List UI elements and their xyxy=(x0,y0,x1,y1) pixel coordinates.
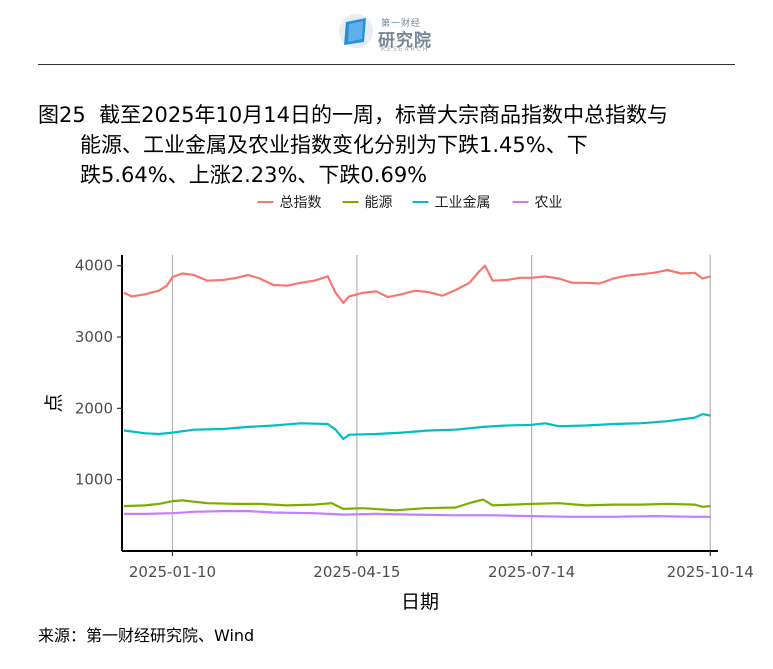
series-line-总指数 xyxy=(123,264,711,304)
legend-label: 能源 xyxy=(365,195,393,211)
chart-axes: 1000 2000 3000 4000 2025-01-10 2025-04-15 2025… xyxy=(75,255,754,581)
series-line-农业 xyxy=(123,510,711,518)
caption-line-3: 跌5.64%、上涨2.23%、下跌0.69% xyxy=(80,163,428,187)
source-note: 来源：第一财经研究院、Wind xyxy=(38,626,255,645)
research-logo: 第一财经 研究院 RESEARCH xyxy=(338,8,438,54)
commodity-index-chart: 总指数 能源 工业金属 农业 1000 2000 3000 4000 2025-01-10 20… xyxy=(43,195,754,613)
chart-series xyxy=(123,264,711,518)
series-line-工业金属 xyxy=(123,413,711,441)
caption-text-1: 截至2025年10月14日的一周，标普大宗商品指数中总指数与 xyxy=(99,103,668,127)
x-tick-label: 2025-04-15 xyxy=(313,563,400,581)
y-tick-label: 4000 xyxy=(75,257,113,275)
caption-line-2: 能源、工业金属及农业指数变化分别为下跌1.45%、下 xyxy=(80,133,588,157)
figure-number: 图25 xyxy=(38,103,86,127)
figure-caption: 图25 截至2025年10月14日的一周，标普大宗商品指数中总指数与 能源、工业… xyxy=(38,100,738,190)
y-tick-label: 2000 xyxy=(75,399,113,417)
y-axis-title: 点 xyxy=(43,393,65,412)
legend-label: 总指数 xyxy=(280,195,322,211)
logo-top-text: 第一财经 xyxy=(381,19,422,29)
legend-label: 农业 xyxy=(535,195,563,211)
x-axis-title: 日期 xyxy=(401,591,439,613)
header-divider xyxy=(38,64,735,65)
chart-legend: 总指数 能源 工业金属 农业 xyxy=(257,195,563,211)
legend-label: 工业金属 xyxy=(435,195,491,211)
y-tick-label: 3000 xyxy=(75,328,113,346)
logo-en-text: RESEARCH xyxy=(381,46,430,53)
x-tick-label: 2025-10-14 xyxy=(667,563,754,581)
x-tick-label: 2025-01-10 xyxy=(129,563,216,581)
caption-line-1: 图25 截至2025年10月14日的一周，标普大宗商品指数中总指数与 xyxy=(38,100,738,130)
book-icon xyxy=(339,14,373,48)
y-tick-label: 1000 xyxy=(75,471,113,489)
chart-grid xyxy=(171,255,711,551)
logo-main-text: 研究院 xyxy=(378,31,432,51)
series-line-能源 xyxy=(123,498,711,512)
x-tick-label: 2025-07-14 xyxy=(488,563,575,581)
